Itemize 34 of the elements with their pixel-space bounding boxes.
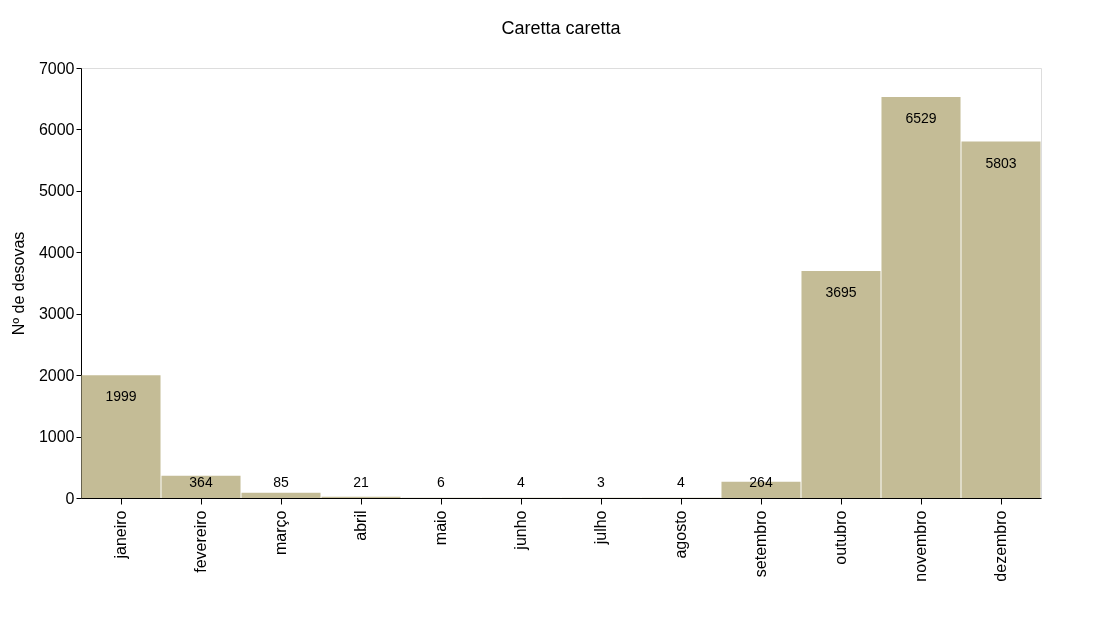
x-tick-label: julho	[592, 510, 609, 546]
y-tick-label: 0	[65, 489, 75, 507]
data-label: 3695	[825, 284, 857, 301]
data-label: 5803	[985, 154, 1017, 171]
data-label: 3	[597, 474, 606, 491]
y-axis-title: Nº de desovas	[9, 231, 27, 336]
data-label: 4	[677, 474, 686, 491]
data-label: 6529	[905, 109, 937, 126]
y-tick-label: 7000	[38, 59, 75, 77]
x-tick-label: abril	[352, 510, 369, 541]
data-label: 6	[437, 474, 446, 491]
x-tick-label: setembro	[752, 510, 769, 578]
data-label: 4	[517, 474, 526, 491]
y-tick-label: 3000	[38, 305, 75, 323]
data-label: 85	[273, 474, 289, 491]
x-tick-label: outubro	[832, 510, 849, 565]
y-tick-label: 2000	[38, 366, 75, 384]
x-tick-label: maio	[432, 510, 449, 546]
x-tick-label: fevereiro	[192, 510, 209, 573]
y-tick-label: 5000	[38, 182, 75, 200]
y-tick-label: 1000	[38, 428, 75, 446]
data-label: 264	[749, 474, 773, 491]
x-tick-label: junho	[512, 510, 529, 551]
x-tick-label: dezembro	[992, 510, 1009, 582]
data-label: 364	[189, 474, 213, 491]
x-tick-label: agosto	[672, 510, 689, 559]
x-tick-label: março	[272, 510, 289, 555]
x-tick-label: janeiro	[112, 510, 129, 560]
y-tick-label: 6000	[38, 120, 75, 138]
chart-title: Caretta caretta	[501, 18, 622, 38]
x-tick-label: novembro	[912, 510, 929, 582]
y-tick-label: 4000	[38, 243, 75, 261]
data-label: 1999	[105, 388, 137, 405]
data-label: 21	[353, 474, 369, 491]
